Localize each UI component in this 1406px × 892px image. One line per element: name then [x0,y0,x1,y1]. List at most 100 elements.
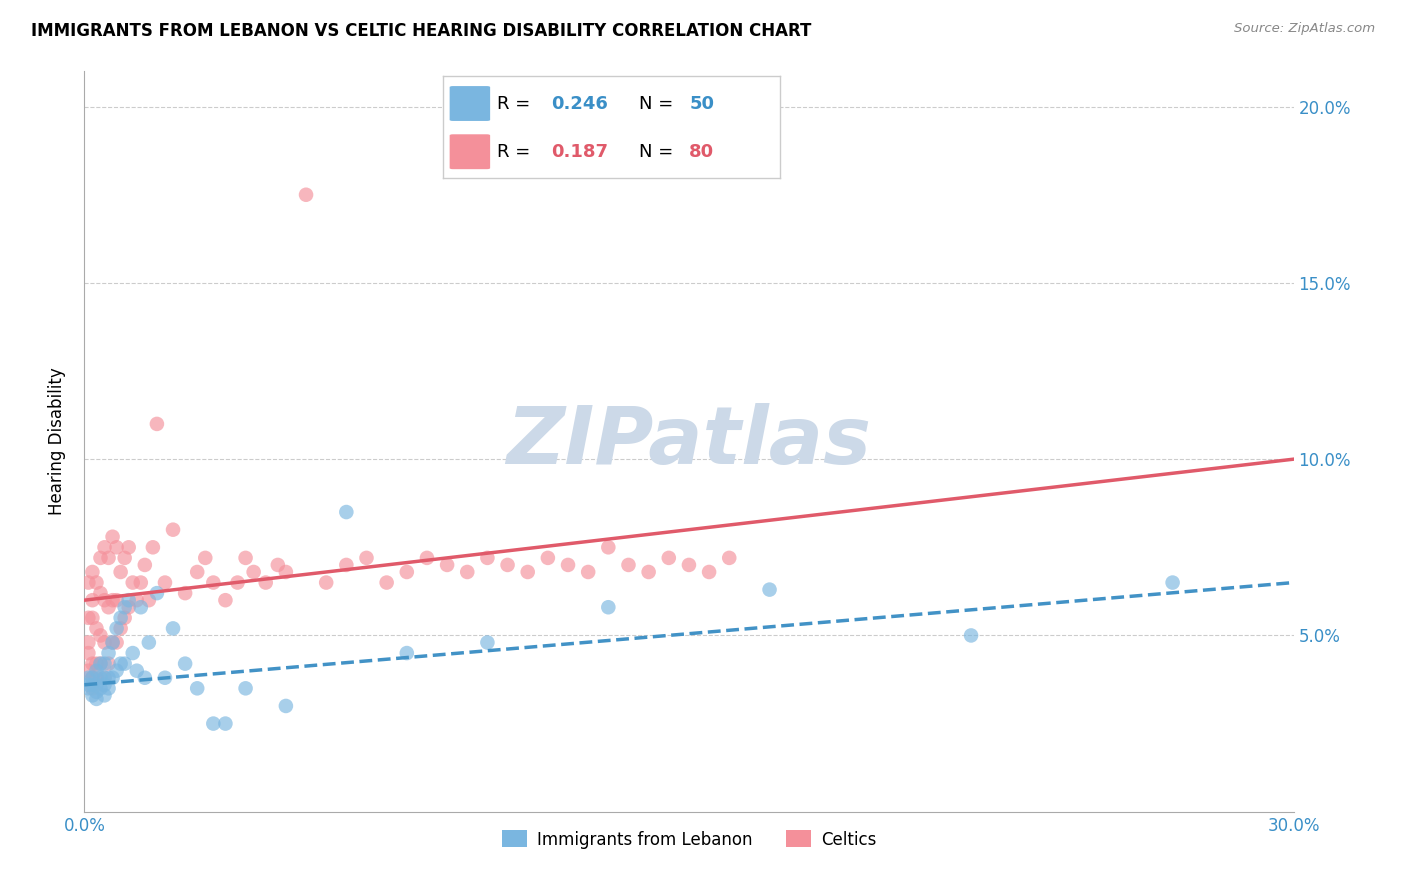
Point [138,593,160,607]
Point [86,685,108,699]
Point [86,664,108,678]
Point [110,621,132,635]
Point [125,664,148,678]
Text: 50: 50 [689,95,714,112]
Point [274,698,297,713]
Point [335,505,357,519]
Point [77,678,100,692]
Point [395,646,418,660]
Point [267,558,290,572]
Point [89,657,111,671]
Text: N =: N = [638,143,679,161]
Text: R =: R = [496,95,536,112]
Point [105,621,128,635]
Point [617,558,640,572]
Point [110,565,132,579]
Point [82,681,104,696]
Point [202,575,225,590]
Point [77,611,100,625]
Point [82,611,104,625]
Point [658,550,681,565]
Point [93,593,115,607]
Text: 0.246: 0.246 [551,95,607,112]
Point [557,558,579,572]
Point [105,593,128,607]
Point [77,575,100,590]
Point [153,671,176,685]
Point [194,550,217,565]
Text: N =: N = [638,95,679,112]
Point [89,628,111,642]
Point [202,716,225,731]
Point [125,593,148,607]
Point [356,550,378,565]
Point [186,565,208,579]
Point [537,550,560,565]
Text: 0.187: 0.187 [551,143,607,161]
Point [110,657,132,671]
Point [114,611,136,625]
Point [274,565,297,579]
Point [82,565,104,579]
Point [101,530,124,544]
Y-axis label: Hearing Disability: Hearing Disability [48,368,66,516]
Point [598,600,620,615]
Point [697,565,720,579]
Point [77,635,100,649]
Point [93,678,115,692]
Point [89,586,111,600]
Point [1161,575,1184,590]
Point [146,586,169,600]
Point [576,565,599,579]
Point [134,671,156,685]
Point [82,689,104,703]
Point [105,635,128,649]
Point [142,541,165,555]
Point [82,678,104,692]
Point [214,716,236,731]
Point [138,635,160,649]
Point [121,575,143,590]
Point [315,575,337,590]
Point [93,657,115,671]
Point [242,565,264,579]
Point [77,671,100,685]
Point [146,417,169,431]
Text: Source: ZipAtlas.com: Source: ZipAtlas.com [1234,22,1375,36]
Point [89,657,111,671]
Point [97,681,120,696]
Point [678,558,700,572]
Point [97,657,120,671]
Point [477,550,499,565]
Point [101,593,124,607]
Point [335,558,357,572]
Point [77,646,100,660]
Point [214,593,236,607]
FancyBboxPatch shape [450,87,491,121]
Point [82,671,104,685]
Point [235,550,257,565]
Point [101,635,124,649]
Point [86,692,108,706]
Point [89,671,111,685]
Point [105,541,128,555]
Point [395,565,418,579]
Point [496,558,519,572]
Point [226,575,249,590]
Point [254,575,277,590]
Point [174,657,197,671]
Point [186,681,208,696]
Point [114,550,136,565]
Point [97,646,120,660]
Point [97,600,120,615]
Legend: Immigrants from Lebanon, Celtics: Immigrants from Lebanon, Celtics [495,823,883,855]
Point [375,575,398,590]
Point [456,565,478,579]
Point [101,635,124,649]
Point [118,600,141,615]
Point [118,593,141,607]
Point [162,523,184,537]
Point [86,657,108,671]
Point [89,550,111,565]
Point [86,678,108,692]
